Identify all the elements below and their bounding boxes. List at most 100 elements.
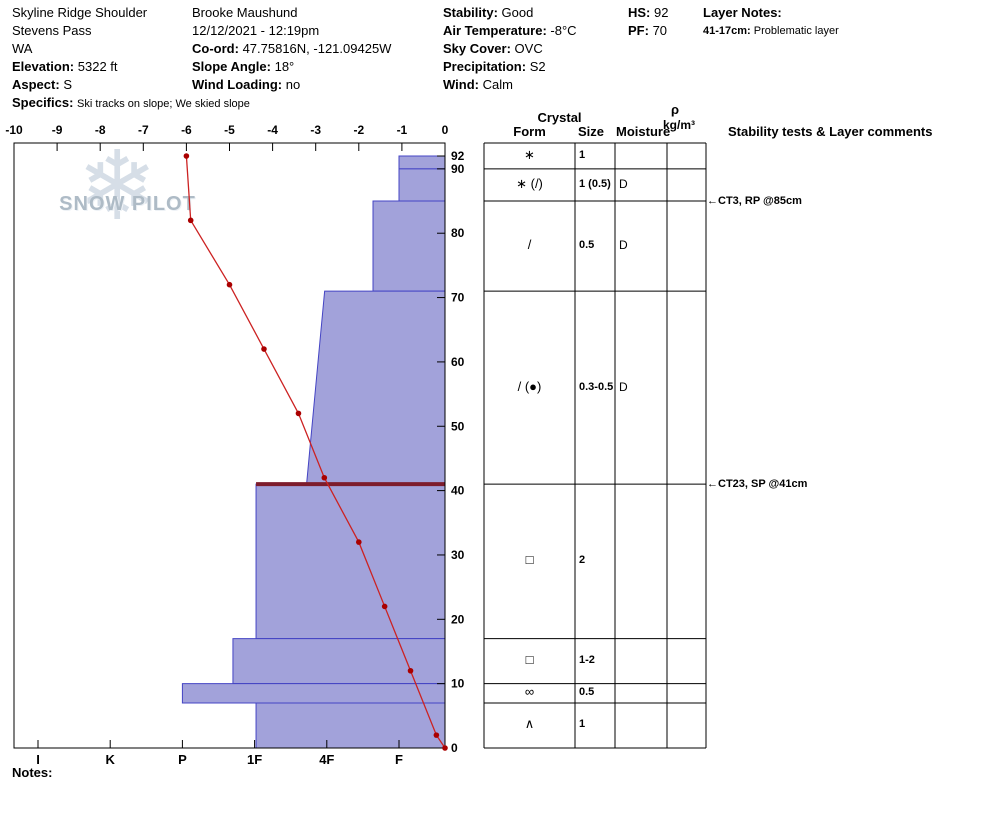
- notes-label: Notes:: [12, 765, 53, 780]
- wind-line: Wind: Calm: [443, 76, 577, 94]
- temp-tick-label: -9: [52, 123, 63, 137]
- height-tick-label: 80: [451, 226, 465, 240]
- layer-bar: [255, 483, 446, 640]
- slope-angle-line: Slope Angle: 18°: [192, 58, 391, 76]
- layer-note-range: 41-17cm:: [703, 25, 751, 37]
- slope-angle-label: Slope Angle:: [192, 59, 271, 74]
- crystal-size: 2: [579, 554, 586, 567]
- layer-bar: [398, 155, 446, 170]
- coord-value: 47.75816N, -121.09425W: [242, 41, 392, 56]
- layer-notes-title-text: Layer Notes:: [703, 5, 782, 20]
- height-tick-label: 92: [451, 149, 465, 163]
- sky-cover-label: Sky Cover:: [443, 41, 511, 56]
- pf-line: PF: 70: [628, 22, 668, 40]
- height-tick-label: 90: [451, 162, 465, 176]
- temperature-point: [407, 667, 414, 674]
- air-temp-value: -8°C: [550, 23, 577, 38]
- hs-line: HS: 92: [628, 4, 668, 22]
- wind-label: Wind:: [443, 77, 479, 92]
- hardness-tick-label: I: [36, 752, 40, 767]
- crystal-form: □: [525, 552, 534, 568]
- observer-block: Brooke Maushund 12/12/2021 - 12:19pm Co-…: [192, 4, 391, 94]
- coord-label: Co-ord:: [192, 41, 239, 56]
- pf-label: PF:: [628, 23, 649, 38]
- layer-bar: [398, 168, 446, 202]
- totals-block: HS: 92 PF: 70: [628, 4, 668, 40]
- coord-line: Co-ord: 47.75816N, -121.09425W: [192, 40, 391, 58]
- temperature-point: [187, 217, 194, 224]
- height-tick-label: 20: [451, 612, 465, 626]
- moisture-column-header: Moisture: [616, 124, 671, 139]
- crystal-form: □: [525, 652, 534, 668]
- crystal-size: 1-2: [579, 654, 595, 667]
- comments-column-header: Stability tests & Layer comments: [728, 124, 933, 139]
- temp-tick-label: -2: [353, 123, 364, 137]
- pf-value: 70: [652, 23, 668, 38]
- observation-datetime: 12/12/2021 - 12:19pm: [192, 23, 320, 38]
- hardness-tick-label: K: [106, 752, 116, 767]
- specifics-line: Specifics: Ski tracks on slope; We skied…: [12, 94, 250, 113]
- stability-label: Stability:: [443, 5, 498, 20]
- elevation-label: Elevation:: [12, 59, 75, 74]
- layer-note-line: 41-17cm: Problematic layer: [703, 22, 839, 40]
- stability-line: Stability: Good: [443, 4, 577, 22]
- pit-name: Skyline Ridge Shoulder: [12, 5, 148, 20]
- observer-name: Brooke Maushund: [192, 5, 298, 20]
- height-tick-label: 10: [451, 677, 465, 691]
- snowflake-icon: ❄: [77, 133, 158, 240]
- crystal-form: /: [527, 237, 532, 253]
- height-tick-label: 0: [451, 741, 458, 755]
- temp-tick-label: -8: [95, 123, 106, 137]
- crystal-form: / (●): [517, 378, 542, 394]
- slope-angle-value: 18°: [274, 59, 295, 74]
- crystal-form: ∗ (/): [516, 175, 543, 191]
- aspect-label: Aspect:: [12, 77, 60, 92]
- air-temp-label: Air Temperature:: [443, 23, 547, 38]
- crystal-size: 1: [579, 148, 586, 161]
- elevation-line: Elevation: 5322 ft: [12, 58, 250, 76]
- stability-value: Good: [501, 5, 534, 20]
- hardness-tick-label: 1F: [247, 752, 262, 767]
- temp-tick-label: 0: [442, 123, 449, 137]
- precipitation-line: Precipitation: S2: [443, 58, 577, 76]
- temperature-point: [295, 410, 302, 417]
- temp-tick-label: -4: [267, 123, 278, 137]
- temp-tick-label: -7: [138, 123, 149, 137]
- height-tick-label: 50: [451, 419, 465, 433]
- layer-notes-block: Layer Notes: 41-17cm: Problematic layer: [703, 4, 839, 40]
- crystal-form: ∞: [524, 684, 535, 700]
- height-tick-label: 30: [451, 548, 465, 562]
- precipitation-value: S2: [529, 59, 546, 74]
- aspect-value: S: [63, 77, 72, 92]
- temperature-point: [321, 474, 328, 481]
- precipitation-label: Precipitation:: [443, 59, 527, 74]
- density-units-header: kg/m³: [663, 118, 696, 132]
- elevation-value: 5322 ft: [77, 59, 118, 74]
- wind-value: Calm: [482, 77, 513, 92]
- specifics-value: Ski tracks on slope; We skied slope: [77, 98, 250, 110]
- temp-tick-label: -3: [310, 123, 321, 137]
- temp-tick-label: -6: [181, 123, 192, 137]
- sky-cover-line: Sky Cover: OVC: [443, 40, 577, 58]
- specifics-label: Specifics:: [12, 95, 74, 110]
- stability-test-annotation: ←CT23, SP @41cm: [707, 478, 808, 491]
- temp-tick-label: -10: [5, 123, 23, 137]
- sky-cover-value: OVC: [514, 41, 543, 56]
- temperature-point: [433, 732, 440, 738]
- layer-bar: [255, 702, 446, 749]
- watermark-text: SNOW PILOT: [59, 193, 196, 215]
- height-tick-label: 70: [451, 291, 465, 305]
- crystal-column-group-header: Crystal: [537, 110, 582, 125]
- hardness-tick-label: 4F: [319, 752, 334, 767]
- crystal-size: 1 (0.5): [579, 177, 611, 190]
- size-column-header: Size: [578, 124, 605, 139]
- wind-loading-line: Wind Loading: no: [192, 76, 391, 94]
- layer-moisture: D: [619, 176, 628, 191]
- hardness-tick-label: P: [178, 752, 187, 767]
- layer-bar: [306, 290, 446, 485]
- layer-bar: [181, 683, 446, 704]
- temp-tick-label: -5: [224, 123, 235, 137]
- temperature-point: [261, 346, 267, 352]
